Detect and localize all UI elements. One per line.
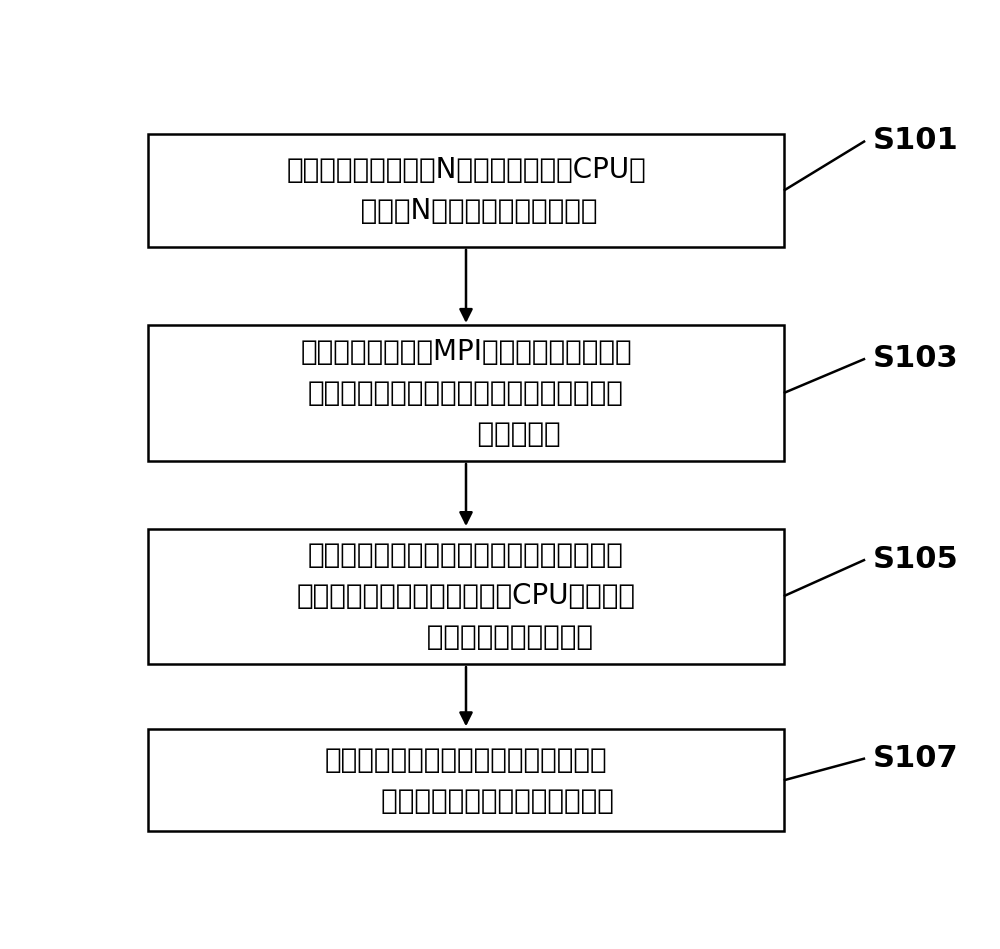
Text: 通过所述并行测试模型对所述多个待测
       硬盘进行测试，得到测试结果。: 通过所述并行测试模型对所述多个待测 硬盘进行测试，得到测试结果。 <box>319 746 613 815</box>
Text: S107: S107 <box>873 744 958 772</box>
Text: S101: S101 <box>873 126 959 156</box>
Bar <box>148 326 784 460</box>
Bar <box>148 729 784 831</box>
Bar <box>148 529 784 663</box>
Text: 将多个待测硬盘分为N组，其中，每个CPU分
   别对应N组中的一组待测硬盘。: 将多个待测硬盘分为N组，其中，每个CPU分 别对应N组中的一组待测硬盘。 <box>286 156 646 225</box>
Text: S105: S105 <box>873 545 959 574</box>
Bar <box>148 134 784 248</box>
Text: S103: S103 <box>873 344 958 373</box>
Text: 根据消息传递接口MPI并行编程模型创建多
个测试进程，其中，每个测试进程对应一个
            待测硬盘。: 根据消息传递接口MPI并行编程模型创建多 个测试进程，其中，每个测试进程对应一个… <box>300 338 632 448</box>
Text: 将每组待测硬盘中的每个待测硬盘对应的测
试进程与该组待测硬盘对应的CPU进行绑定
          ，得到并行测试模型。: 将每组待测硬盘中的每个待测硬盘对应的测 试进程与该组待测硬盘对应的CPU进行绑定… <box>296 541 636 651</box>
